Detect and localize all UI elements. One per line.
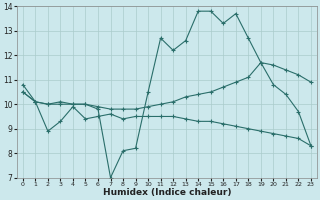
X-axis label: Humidex (Indice chaleur): Humidex (Indice chaleur) xyxy=(103,188,231,197)
